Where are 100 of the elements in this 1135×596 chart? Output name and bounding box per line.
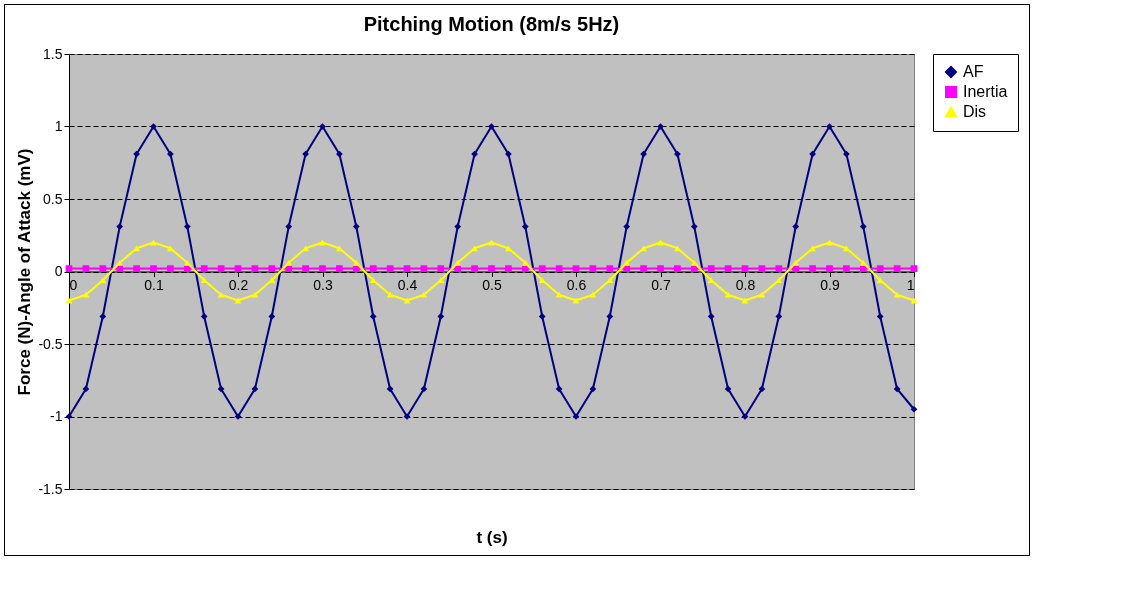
point [758,265,766,272]
point [285,259,293,266]
x-tick-label: 0.4 [397,277,418,293]
y-tick-label: 1 [54,118,63,134]
point [82,265,90,272]
point [116,223,124,230]
point [876,277,884,284]
point [200,265,208,272]
point [99,313,107,320]
point [606,313,614,320]
point [521,223,529,230]
point [285,223,293,230]
point [352,223,360,230]
point [386,291,394,298]
point [758,291,766,298]
y-tick-label: 0 [54,263,63,279]
point [234,297,242,304]
point [251,385,259,393]
point [572,297,580,304]
point [876,313,884,320]
y-tick-label: -1.5 [38,480,63,497]
point [420,385,428,393]
chart-title: Pitching Motion (8m/s 5Hz) [363,13,620,35]
point [640,245,647,252]
point [538,313,546,320]
point [386,385,394,393]
point [437,277,445,284]
point [319,265,326,272]
point [99,277,107,284]
point [843,245,850,252]
point [82,385,90,393]
point [538,277,546,284]
point [251,265,259,272]
point [758,385,766,393]
x-tick-label: 0.8 [735,277,756,293]
point [589,385,597,393]
point [420,265,428,272]
y-axis-title: Force (N)-Angle of Attack (mV) [15,148,35,396]
point [623,223,631,230]
point [302,245,309,252]
point [775,313,783,320]
point [555,385,563,393]
point [167,150,174,158]
point [859,223,867,230]
y-tick-label: -1 [50,408,63,424]
point [336,150,343,158]
point [369,277,377,284]
point [707,313,715,320]
point [707,277,715,284]
point [99,265,107,272]
x-tick-label: 0.6 [566,277,587,293]
point [910,405,918,413]
point [724,291,732,298]
point [589,265,597,272]
point [133,265,140,272]
legend-label: Inertia [963,83,1008,100]
point [116,259,124,266]
point [859,259,867,266]
x-tick-label: 1 [906,277,915,293]
point [369,265,377,272]
point [336,265,343,272]
point [505,265,512,272]
point [167,265,174,272]
point [876,265,884,272]
point [674,150,681,158]
point [910,265,918,272]
y-tick-label: 1.5 [43,45,63,62]
point [674,245,681,252]
legend-label: Dis [963,103,987,120]
point [352,259,360,266]
point [403,265,411,272]
point [555,265,563,272]
point [150,123,157,130]
point [268,313,276,320]
point [251,291,259,298]
point [200,277,208,284]
point [775,277,783,284]
point [623,259,631,266]
point [690,223,698,230]
point [657,123,664,130]
point [183,259,191,266]
point [741,265,749,272]
point [775,265,783,272]
point [792,223,800,230]
point [843,265,850,272]
point [217,385,225,393]
point [488,123,495,130]
point [420,291,428,298]
point [403,297,411,304]
y-tick-label: -0.5 [38,335,63,352]
legend-label: AF [963,63,984,80]
point [690,259,698,266]
point [505,245,512,252]
point [843,150,850,158]
point [893,265,901,272]
point [437,313,445,320]
point [521,259,529,266]
point [505,150,512,158]
point [217,291,225,298]
x-tick-label: 0 [69,277,78,293]
